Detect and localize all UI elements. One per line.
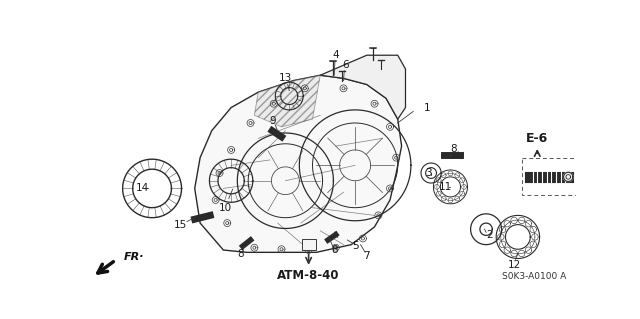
- Text: 15: 15: [174, 220, 188, 230]
- Text: E-6: E-6: [526, 132, 548, 145]
- FancyBboxPatch shape: [301, 239, 316, 250]
- Text: 1: 1: [424, 103, 431, 113]
- Text: 5: 5: [352, 241, 358, 251]
- Text: S0K3-A0100 A: S0K3-A0100 A: [502, 272, 566, 281]
- Text: ATM-8-40: ATM-8-40: [277, 269, 340, 282]
- Polygon shape: [195, 75, 402, 252]
- Text: 8: 8: [331, 245, 337, 255]
- Text: 7: 7: [364, 251, 370, 261]
- Text: 10: 10: [219, 203, 232, 213]
- Text: FR·: FR·: [124, 252, 144, 262]
- Text: 14: 14: [136, 183, 148, 193]
- Text: 3: 3: [426, 168, 432, 178]
- Text: 4: 4: [332, 50, 339, 60]
- Text: 8: 8: [450, 144, 457, 154]
- Polygon shape: [564, 172, 573, 182]
- Text: 2: 2: [486, 230, 493, 240]
- Text: 13: 13: [279, 73, 292, 83]
- Polygon shape: [320, 55, 406, 119]
- Text: 9: 9: [269, 116, 275, 126]
- Text: 12: 12: [508, 260, 520, 271]
- Text: 8: 8: [237, 249, 244, 259]
- Text: 11: 11: [439, 182, 452, 192]
- Text: 6: 6: [342, 60, 349, 70]
- Polygon shape: [254, 75, 320, 127]
